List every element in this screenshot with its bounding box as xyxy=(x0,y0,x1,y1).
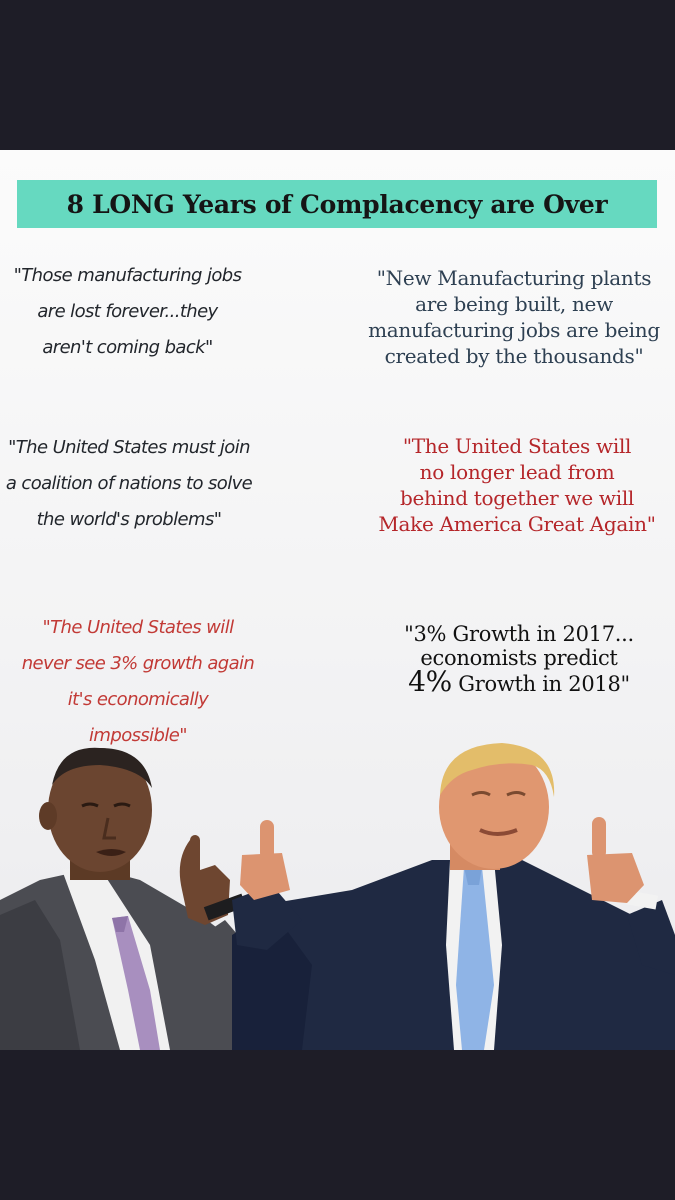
bottom-letterbox xyxy=(0,1050,675,1200)
right-quote-maga: "The United States will no longer lead f… xyxy=(378,434,656,536)
growth-line-2: economists predict xyxy=(420,646,618,670)
right-quote-growth: "3% Growth in 2017... economists predict 4… xyxy=(380,622,658,696)
growth-line-1: "3% Growth in 2017... xyxy=(404,622,634,646)
top-letterbox xyxy=(0,0,675,150)
growth-big-number: 4% xyxy=(408,665,452,698)
headline-text: 8 LONG Years of Complacency are Over xyxy=(66,189,608,219)
left-quote-growth: "The United States will never see 3% gro… xyxy=(21,617,255,746)
left-person-photo xyxy=(0,747,270,1050)
left-quote-coalition: "The United States must join a coalition… xyxy=(5,437,253,530)
growth-line-3: Growth in 2018" xyxy=(451,672,630,696)
headline-banner: 8 LONG Years of Complacency are Over xyxy=(17,180,657,228)
right-person-photo xyxy=(232,743,675,1050)
left-quote-jobs: "Those manufacturing jobs are lost forev… xyxy=(13,265,242,358)
right-quote-jobs: "New Manufacturing plants are being buil… xyxy=(368,266,660,368)
meme-image: 8 LONG Years of Complacency are Over "Th… xyxy=(0,150,675,1050)
